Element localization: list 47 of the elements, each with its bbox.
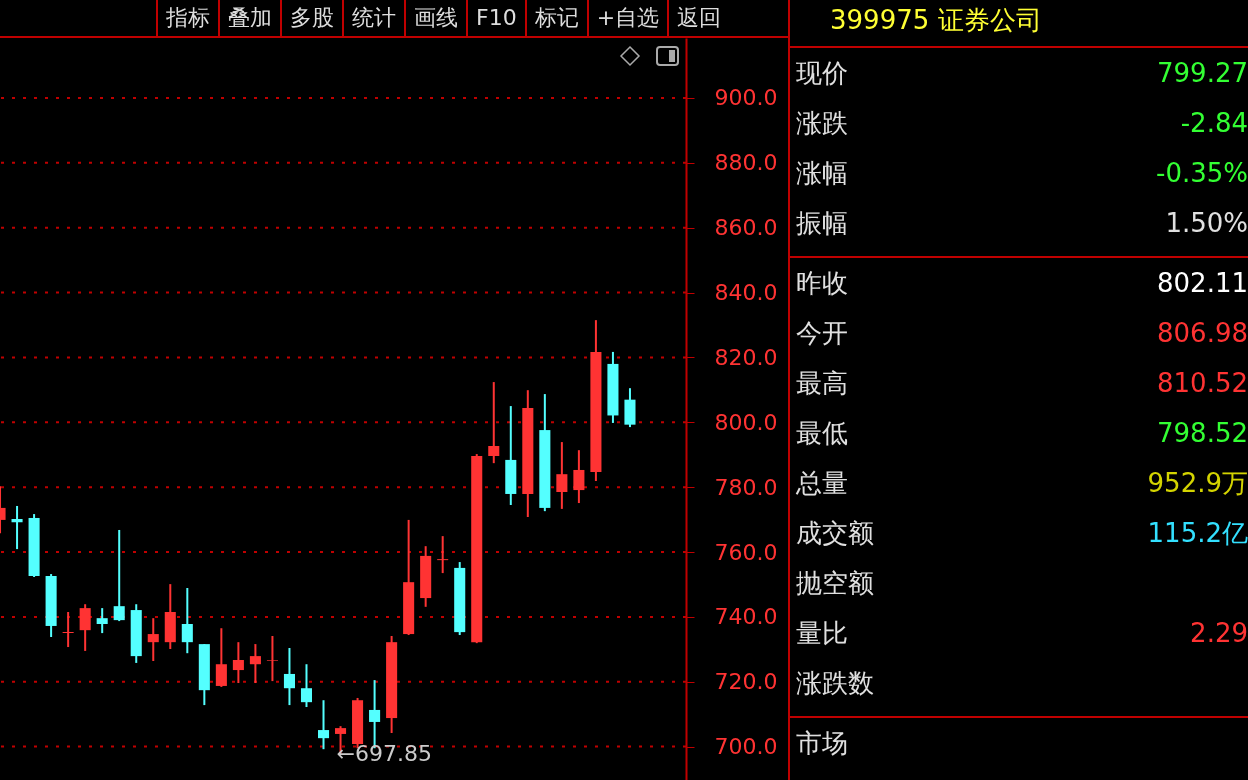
category-label: 涨跌数 [796, 667, 874, 700]
category-label: 最高 [796, 367, 848, 400]
category-label: 多股 [280, 0, 342, 36]
y-tick-label: 720.0 [714, 669, 778, 695]
text: -2.84 [1180, 108, 1248, 138]
y-tick-label: 740.0 [714, 604, 778, 630]
text: 802.11 [1157, 268, 1248, 298]
text: 810.52 [1157, 368, 1248, 398]
text: 399975 证券公司 [790, 0, 1248, 48]
y-tick-label: 900.0 [714, 85, 778, 111]
category-label: 涨幅 [796, 157, 848, 190]
category-label: 量比 [796, 617, 848, 650]
category-label: 现价 [796, 57, 848, 90]
text: 806.98 [1157, 318, 1248, 348]
y-tick-label: 700.0 [714, 734, 778, 760]
text: 952.9万 [1147, 468, 1248, 498]
text: 2.29 [1190, 618, 1248, 648]
category-label: 返回 [667, 0, 730, 36]
annotation: ←697.85 [336, 740, 432, 766]
category-label: F10 [466, 0, 525, 36]
category-label: 统计 [342, 0, 404, 36]
category-label: 涨跌 [796, 107, 848, 140]
category-label: 指标 [156, 0, 218, 36]
text: 115.2亿 [1147, 518, 1248, 548]
category-label: 画线 [404, 0, 466, 36]
category-label: 今开 [796, 317, 848, 350]
category-label: 昨收 [796, 267, 848, 300]
text: 1.50% [1165, 208, 1248, 238]
category-label: 标记 [524, 0, 587, 36]
category-label: 成交额 [796, 517, 874, 550]
category-label: 市场 [796, 727, 848, 760]
y-tick-label: 860.0 [714, 215, 778, 241]
category-label: 总量 [796, 467, 848, 500]
category-label: 抛空额 [796, 567, 874, 600]
category-label: +自选 [586, 0, 668, 36]
category-label: 振幅 [796, 207, 848, 240]
y-tick-label: 780.0 [714, 474, 778, 500]
y-tick-label: 800.0 [714, 409, 778, 435]
y-tick-label: 840.0 [714, 280, 778, 306]
category-label: 最低 [796, 417, 848, 450]
y-tick-label: 880.0 [714, 150, 778, 176]
y-tick-label: 760.0 [714, 539, 778, 565]
category-label: 叠加 [218, 0, 280, 36]
text: 798.52 [1157, 418, 1248, 448]
text: 799.27 [1157, 58, 1248, 88]
text: -0.35% [1156, 158, 1248, 188]
y-tick-label: 820.0 [714, 344, 778, 370]
